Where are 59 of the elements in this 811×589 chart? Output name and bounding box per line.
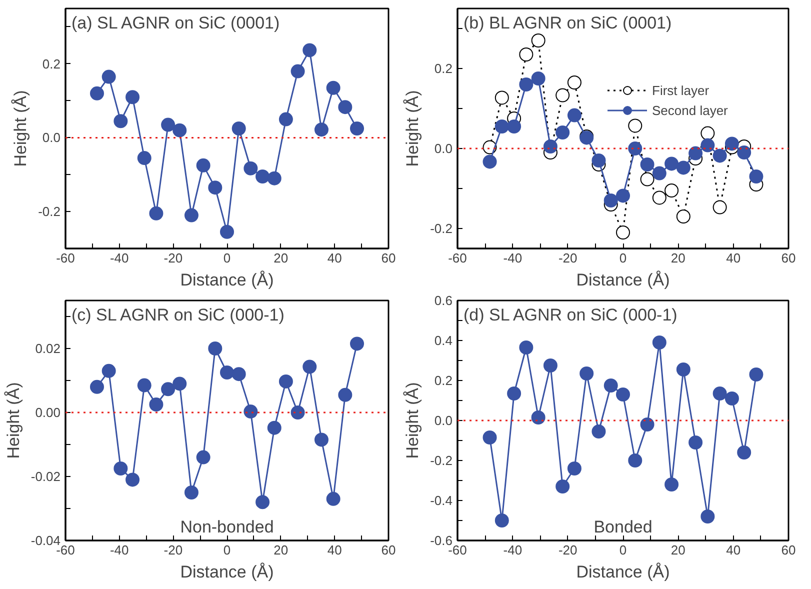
chart-title: (b) BL AGNR on SiC (0001) <box>464 14 672 32</box>
y-tick-label: -0.04 <box>30 533 61 548</box>
x-tick-label: 20 <box>274 250 288 266</box>
y-axis-title: Height (Å) <box>403 90 422 167</box>
y-axis-title: Height (Å) <box>4 382 23 459</box>
y-tick-label: 0.4 <box>434 333 453 348</box>
x-axis-title: Distance (Å) <box>180 562 274 582</box>
y-tick-label: 0.02 <box>35 341 61 356</box>
chart-title: (d) SL AGNR on SiC (000-1) <box>464 306 678 324</box>
legend-label: Second layer <box>652 102 728 118</box>
y-tick-label: -0.4 <box>430 493 453 508</box>
chart-title: (a) SL AGNR on SiC (0001) <box>72 14 280 32</box>
x-tick-label: 40 <box>327 250 342 266</box>
y-tick-label: 0.00 <box>35 405 61 420</box>
x-tick-label: 40 <box>327 542 342 558</box>
legend-label: First layer <box>652 82 710 98</box>
x-tick-label: -40 <box>110 250 129 266</box>
x-tick-label: -40 <box>503 250 522 266</box>
x-tick-label: 40 <box>726 250 741 266</box>
x-tick-label: -40 <box>503 542 522 558</box>
x-tick-label: 60 <box>381 542 396 558</box>
x-tick-label: 60 <box>781 542 796 558</box>
y-tick-label: 0.2 <box>42 56 61 72</box>
x-tick-label: 60 <box>781 250 796 266</box>
y-tick-label: 0.0 <box>434 413 453 428</box>
y-tick-label: -0.2 <box>38 204 61 220</box>
x-tick-label: 0 <box>223 250 231 266</box>
x-tick-label: 40 <box>726 542 741 558</box>
annotation: Non-bonded <box>180 518 274 536</box>
y-axis-title: Height (Å) <box>403 382 422 459</box>
y-tick-label: 0.0 <box>434 141 453 156</box>
x-tick-label: -20 <box>164 250 183 266</box>
annotation: Bonded <box>594 518 652 536</box>
y-tick-label: -0.02 <box>30 469 61 484</box>
y-tick-label: 0.2 <box>434 373 453 388</box>
x-tick-label: 20 <box>274 542 288 558</box>
x-tick-label: -60 <box>448 250 467 266</box>
x-tick-label: 20 <box>670 250 686 266</box>
x-tick-label: 0 <box>223 542 231 558</box>
x-tick-label: -20 <box>164 542 183 558</box>
x-axis-title: Distance (Å) <box>576 562 670 582</box>
x-tick-label: -60 <box>56 250 75 266</box>
y-axis-title: Height (Å) <box>11 90 30 167</box>
y-tick-label: 0.0 <box>42 130 61 146</box>
y-tick-label: -0.2 <box>430 453 453 468</box>
y-tick-label: 0.2 <box>434 61 453 76</box>
chart-title: (c) SL AGNR on SiC (000-1) <box>72 306 284 324</box>
x-tick-label: 0 <box>619 542 627 558</box>
x-tick-label: 60 <box>381 250 396 266</box>
x-axis-title: Distance (Å) <box>180 270 274 290</box>
x-axis-title: Distance (Å) <box>576 270 670 290</box>
y-tick-label: -0.6 <box>430 533 453 548</box>
x-tick-label: -20 <box>558 250 578 266</box>
y-tick-label: -0.2 <box>430 221 453 236</box>
x-tick-label: -20 <box>558 542 578 558</box>
x-tick-label: 0 <box>619 250 627 266</box>
y-tick-label: 0.6 <box>434 293 453 308</box>
x-tick-label: 20 <box>670 542 686 558</box>
x-tick-label: -40 <box>110 542 129 558</box>
